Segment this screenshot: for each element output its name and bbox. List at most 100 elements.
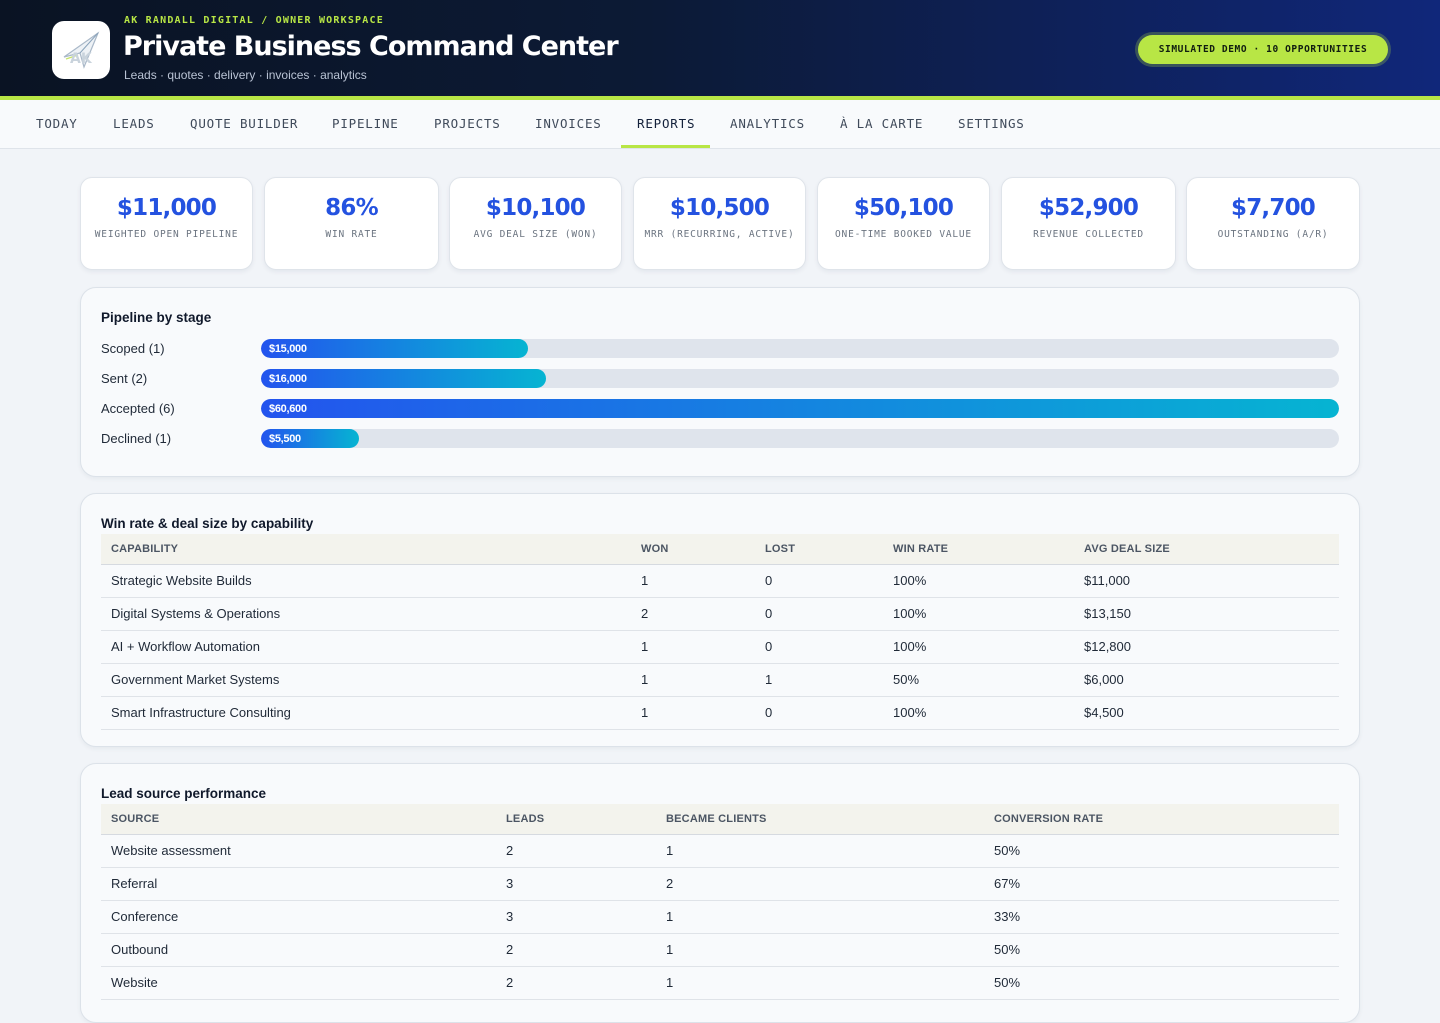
table-cell: Website assessment <box>101 834 496 868</box>
table-cell: 0 <box>755 630 883 664</box>
page-subtitle: Leads · quotes · delivery · invoices · a… <box>124 68 367 82</box>
table-cell: Referral <box>101 867 496 901</box>
table-row: Conference 3 1 33% <box>101 900 1339 934</box>
lead-source-table: SOURCE LEADS BECAME CLIENTS CONVERSION R… <box>101 804 1339 1000</box>
table-cell: 2 <box>496 933 656 967</box>
kpi-card-outstanding: $7,700 OUTSTANDING (A/R) <box>1186 177 1360 270</box>
pipeline-by-stage-panel: Pipeline by stage Scoped (1) $15,000 Sen… <box>80 287 1360 477</box>
stage-label: Accepted (6) <box>101 401 175 416</box>
stage-bar-fill: $16,000 <box>261 369 546 388</box>
column-header: SOURCE <box>101 804 496 835</box>
panel-title: Pipeline by stage <box>101 310 212 325</box>
table-cell: 0 <box>755 696 883 730</box>
brand-logo[interactable]: AK <box>52 21 110 79</box>
kpi-label: ONE-TIME BOOKED VALUE <box>835 229 972 240</box>
page-title: Private Business Command Center <box>123 31 619 62</box>
stage-label: Scoped (1) <box>101 341 165 356</box>
kpi-card-mrr: $10,500 MRR (RECURRING, ACTIVE) <box>633 177 806 270</box>
app-header: AK AK RANDALL DIGITAL / OWNER WORKSPACE … <box>0 0 1440 100</box>
tab-today[interactable]: TODAY <box>36 116 78 131</box>
table-row: Strategic Website Builds 1 0 100% $11,00… <box>101 564 1339 598</box>
column-header: LEADS <box>496 804 656 835</box>
kpi-value: 86% <box>325 195 378 221</box>
column-header: BECAME CLIENTS <box>656 804 984 835</box>
table-cell: 67% <box>984 867 1339 901</box>
tab-a-la-carte[interactable]: À LA CARTE <box>840 116 924 131</box>
column-header: CAPABILITY <box>101 534 631 565</box>
kpi-card-one-time-booked: $50,100 ONE-TIME BOOKED VALUE <box>817 177 990 270</box>
stage-value: $16,000 <box>269 372 307 385</box>
table-row: AI + Workflow Automation 1 0 100% $12,80… <box>101 630 1339 664</box>
kpi-value: $10,500 <box>669 195 770 221</box>
stage-label: Declined (1) <box>101 431 172 446</box>
main-nav: TODAY LEADS QUOTE BUILDER PIPELINE PROJE… <box>0 100 1440 149</box>
table-cell: Conference <box>101 900 496 934</box>
table-cell: 0 <box>755 564 883 598</box>
kpi-card-win-rate: 86% WIN RATE <box>264 177 439 270</box>
kpi-label: WEIGHTED OPEN PIPELINE <box>94 229 239 240</box>
table-cell: 100% <box>883 696 1074 730</box>
table-cell: Smart Infrastructure Consulting <box>101 696 631 730</box>
stage-bar-fill: $60,600 <box>261 399 1339 418</box>
tab-leads[interactable]: LEADS <box>113 116 155 131</box>
table-row: Outbound 2 1 50% <box>101 933 1339 967</box>
table-row: Smart Infrastructure Consulting 1 0 100%… <box>101 696 1339 730</box>
table-cell: AI + Workflow Automation <box>101 630 631 664</box>
column-header: WON <box>631 534 755 565</box>
stage-value: $5,500 <box>269 432 301 445</box>
table-cell: 1 <box>631 663 755 697</box>
kpi-label: WIN RATE <box>325 229 378 240</box>
stage-bar-track: $60,600 <box>261 399 1339 418</box>
tab-quote-builder[interactable]: QUOTE BUILDER <box>190 116 299 131</box>
stage-value: $15,000 <box>269 342 307 355</box>
table-cell: Strategic Website Builds <box>101 564 631 598</box>
tab-reports[interactable]: REPORTS <box>621 100 710 148</box>
table-cell: 1 <box>631 564 755 598</box>
stage-label: Sent (2) <box>101 371 148 386</box>
table-cell: 0 <box>755 597 883 631</box>
table-row: Digital Systems & Operations 2 0 100% $1… <box>101 597 1339 631</box>
tab-analytics[interactable]: ANALYTICS <box>730 116 805 131</box>
table-cell: $6,000 <box>1074 663 1339 697</box>
kpi-label: OUTSTANDING (A/R) <box>1217 229 1329 240</box>
kpi-label: REVENUE COLLECTED <box>1033 229 1144 240</box>
table-header-row: SOURCE LEADS BECAME CLIENTS CONVERSION R… <box>101 804 1339 835</box>
demo-status-badge: SIMULATED DEMO · 10 OPPORTUNITIES <box>1138 35 1388 64</box>
kpi-label: MRR (RECURRING, ACTIVE) <box>644 229 795 240</box>
stage-bar-fill: $15,000 <box>261 339 528 358</box>
kpi-value: $11,000 <box>116 195 217 221</box>
tab-settings[interactable]: SETTINGS <box>958 116 1025 131</box>
table-cell: $13,150 <box>1074 597 1339 631</box>
table-cell: 1 <box>656 834 984 868</box>
table-cell: 1 <box>656 966 984 1000</box>
kpi-card-revenue-collected: $52,900 REVENUE COLLECTED <box>1001 177 1176 270</box>
stage-bar-track: $16,000 <box>261 369 1339 388</box>
kpi-card-weighted-pipeline: $11,000 WEIGHTED OPEN PIPELINE <box>80 177 253 270</box>
tab-projects[interactable]: PROJECTS <box>434 116 501 131</box>
kpi-value: $52,900 <box>1038 195 1139 221</box>
table-cell: 2 <box>496 966 656 1000</box>
stage-bar-track: $15,000 <box>261 339 1339 358</box>
column-header: AVG DEAL SIZE <box>1074 534 1339 565</box>
paper-plane-logo-icon: AK <box>63 31 100 69</box>
capability-panel: Win rate & deal size by capability CAPAB… <box>80 493 1360 747</box>
panel-title: Lead source performance <box>101 786 267 801</box>
capability-table: CAPABILITY WON LOST WIN RATE AVG DEAL SI… <box>101 534 1339 730</box>
tab-pipeline[interactable]: PIPELINE <box>332 116 399 131</box>
stage-bar-fill: $5,500 <box>261 429 359 448</box>
table-cell: 3 <box>496 900 656 934</box>
stage-bar-track: $5,500 <box>261 429 1339 448</box>
table-cell: 3 <box>496 867 656 901</box>
table-cell: $11,000 <box>1074 564 1339 598</box>
table-cell: Website <box>101 966 496 1000</box>
tab-invoices[interactable]: INVOICES <box>535 116 602 131</box>
panel-title: Win rate & deal size by capability <box>101 516 314 531</box>
table-cell: 1 <box>631 630 755 664</box>
table-row: Website 2 1 50% <box>101 966 1339 1000</box>
table-cell: 2 <box>631 597 755 631</box>
table-row: Website assessment 2 1 50% <box>101 834 1339 868</box>
column-header: CONVERSION RATE <box>984 804 1339 835</box>
table-header-row: CAPABILITY WON LOST WIN RATE AVG DEAL SI… <box>101 534 1339 565</box>
table-cell: 50% <box>984 933 1339 967</box>
table-cell: 100% <box>883 564 1074 598</box>
